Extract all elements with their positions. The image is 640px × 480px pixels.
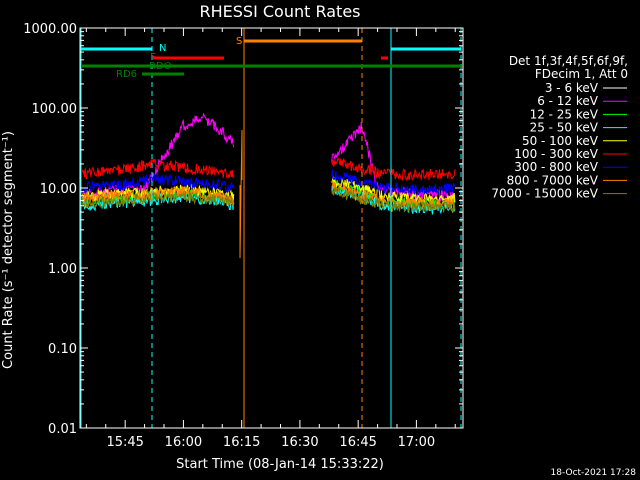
annotation-rdo: RDO	[149, 61, 172, 72]
y-tick-label: 0.10	[48, 342, 77, 357]
legend-label: 7000 - 15000 keV	[491, 187, 598, 201]
timestamp-label: 18-Oct-2021 17:28	[551, 468, 637, 478]
legend-label: 800 - 7000 keV	[507, 173, 599, 187]
orange-spike	[239, 129, 243, 259]
axes-layer: 0.01 0.10 1.00 10.00 100.00 1000.00 15:45 16:00…	[23, 22, 464, 450]
annotation-f: F	[150, 52, 156, 63]
x-tick-label: 15:45	[106, 435, 143, 450]
series-layer	[82, 112, 456, 220]
legend-label: 6 - 12 keV	[537, 94, 599, 108]
series-line-1	[82, 116, 456, 220]
series-line-7	[82, 169, 456, 196]
y-tick-label: 100.00	[32, 102, 78, 117]
legend: Det 1f,3f,4f,5f,6f,9f,FDecim 1, Att 03 -…	[491, 54, 628, 201]
legend-header-line: Det 1f,3f,4f,5f,6f,9f,	[509, 54, 628, 68]
legend-label: 300 - 800 keV	[514, 160, 598, 174]
series-line-2	[82, 112, 456, 203]
legend-label: 25 - 50 keV	[530, 121, 599, 135]
legend-label: 12 - 25 keV	[530, 107, 599, 121]
legend-header-line: FDecim 1, Att 0	[535, 67, 628, 81]
x-tick-label: 16:15	[223, 435, 260, 450]
x-tick-label: 16:45	[339, 435, 376, 450]
annotation-s: S	[236, 36, 242, 47]
legend-label: 100 - 300 keV	[514, 147, 598, 161]
y-axis-label: Count Rate (s⁻¹ detector segment⁻¹)	[1, 131, 16, 369]
chart-title: RHESSI Count Rates	[200, 2, 361, 21]
plot-frame	[79, 27, 464, 429]
y-tick-label: 1.00	[48, 262, 77, 277]
y-tick-label: 10.00	[40, 182, 77, 197]
series-line-9	[82, 186, 456, 214]
legend-label: 3 - 6 keV	[545, 81, 599, 95]
x-tick-label: 16:00	[165, 435, 202, 450]
annotation-n: N	[159, 43, 166, 54]
y-tick-label: 0.01	[48, 422, 77, 437]
series-line-6	[82, 156, 456, 182]
annotation-rd6: RD6	[116, 69, 137, 80]
legend-label: 50 - 100 keV	[522, 134, 599, 148]
y-tick-label: 1000.00	[23, 22, 77, 37]
x-tick-label: 16:30	[281, 435, 318, 450]
x-tick-label: 17:00	[398, 435, 435, 450]
x-axis-label: Start Time (08-Jan-14 15:33:22)	[176, 457, 384, 472]
